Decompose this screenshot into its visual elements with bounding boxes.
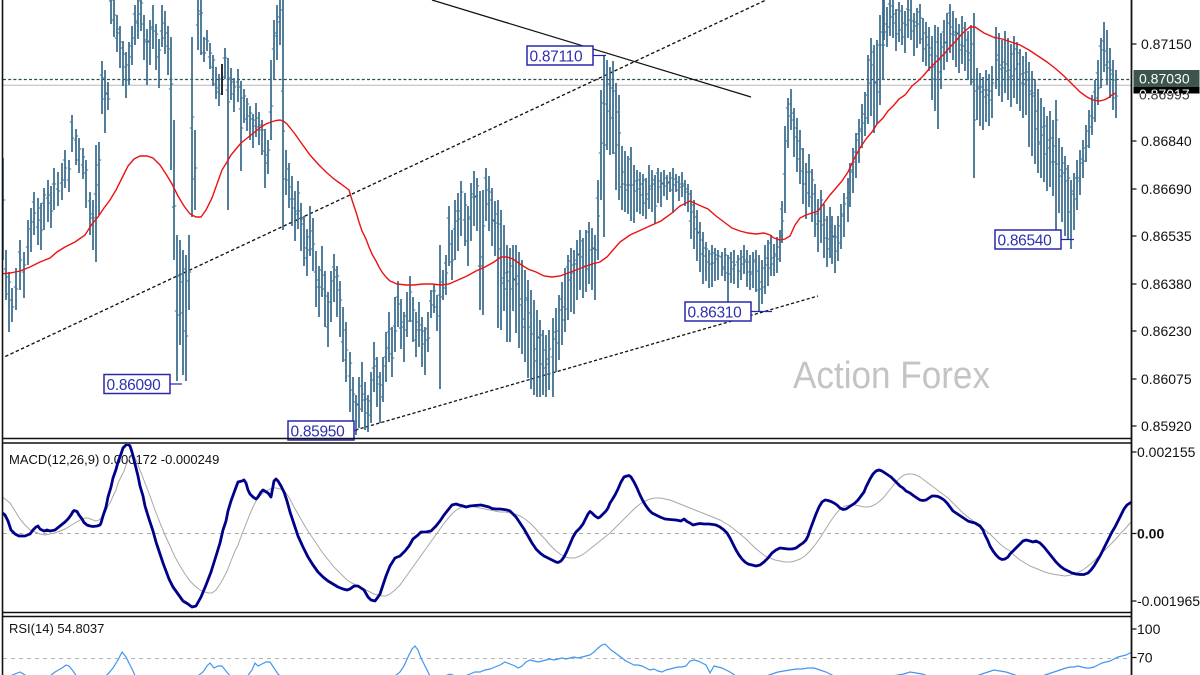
svg-text:0.86840: 0.86840 bbox=[1141, 133, 1192, 149]
svg-text:-0.001965: -0.001965 bbox=[1137, 593, 1200, 609]
svg-text:70: 70 bbox=[1137, 650, 1153, 666]
svg-text:0.86995: 0.86995 bbox=[1139, 87, 1190, 103]
svg-text:100: 100 bbox=[1137, 621, 1161, 637]
svg-text:0.87150: 0.87150 bbox=[1141, 36, 1192, 52]
svg-text:0.85950: 0.85950 bbox=[291, 424, 346, 441]
svg-text:0.86540: 0.86540 bbox=[998, 233, 1053, 250]
svg-text:0.86075: 0.86075 bbox=[1141, 371, 1192, 387]
svg-text:0.002155: 0.002155 bbox=[1137, 444, 1196, 460]
svg-text:0.86310: 0.86310 bbox=[688, 305, 743, 322]
svg-text:0.86230: 0.86230 bbox=[1141, 323, 1192, 339]
svg-text:0.87030: 0.87030 bbox=[1139, 71, 1190, 87]
svg-text:MACD(12,26,9) 0.000172 -0.0002: MACD(12,26,9) 0.000172 -0.000249 bbox=[9, 452, 219, 467]
svg-text:0.87017: 0.87017 bbox=[1139, 86, 1190, 102]
svg-text:0.00: 0.00 bbox=[1137, 526, 1164, 542]
svg-text:0.86690: 0.86690 bbox=[1141, 181, 1192, 197]
svg-text:0.87110: 0.87110 bbox=[530, 49, 583, 66]
svg-text:Action Forex: Action Forex bbox=[793, 355, 990, 397]
svg-text:RSI(14) 54.8037: RSI(14) 54.8037 bbox=[9, 621, 104, 636]
svg-text:0.86380: 0.86380 bbox=[1141, 276, 1192, 292]
svg-text:0.86535: 0.86535 bbox=[1141, 228, 1192, 244]
svg-text:0.85920: 0.85920 bbox=[1141, 418, 1192, 434]
svg-text:0.86090: 0.86090 bbox=[107, 377, 162, 394]
